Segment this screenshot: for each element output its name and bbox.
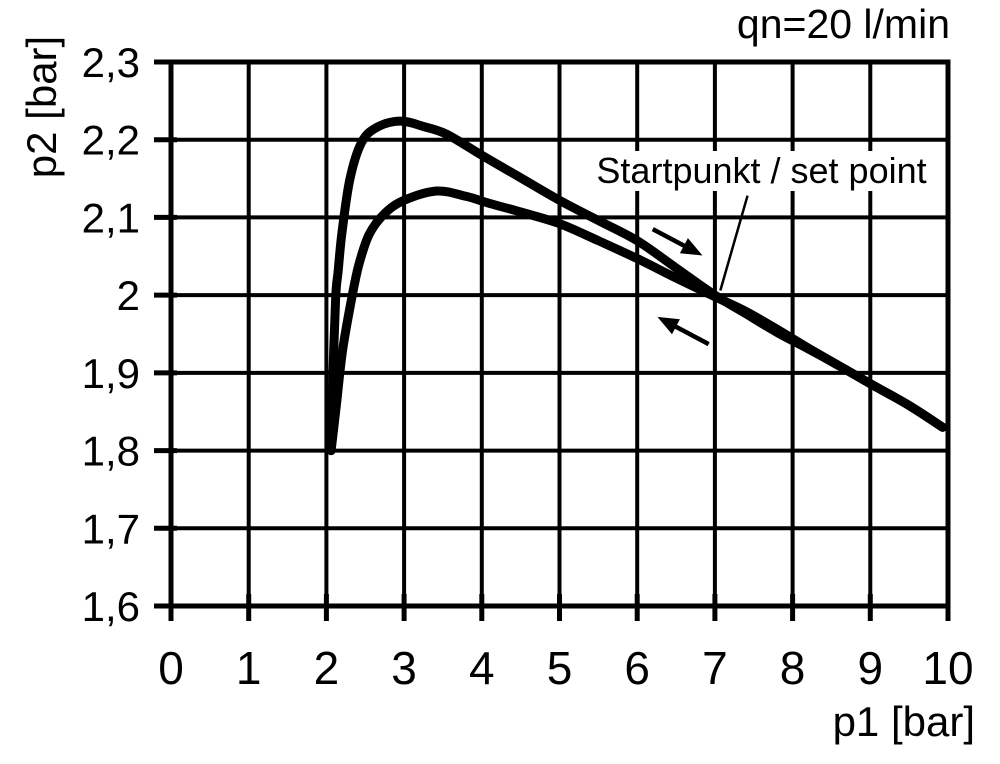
return-direction-arrow-head <box>657 316 680 335</box>
x-tick-label: 3 <box>391 642 417 694</box>
x-tick-label: 6 <box>624 642 650 694</box>
flow-rate-label: qn=20 l/min <box>736 1 950 47</box>
x-tick-label: 8 <box>780 642 806 694</box>
y-tick-label: 2,1 <box>82 194 140 241</box>
y-tick-label: 1,8 <box>82 428 140 475</box>
y-axis-label: p2 [bar] <box>18 35 65 179</box>
x-axis-label: p1 [bar] <box>832 698 975 745</box>
forward-direction-arrow-shaft <box>651 227 689 250</box>
y-tick-label: 2 <box>117 272 140 319</box>
x-tick-label: 7 <box>702 642 728 694</box>
return-direction-arrow-shaft <box>671 322 710 347</box>
y-tick-label: 2,3 <box>82 39 140 86</box>
x-tick-label: 2 <box>314 642 340 694</box>
annotation-pointer-line <box>719 195 749 291</box>
x-tick-label: 1 <box>236 642 262 694</box>
x-tick-label: 4 <box>469 642 495 694</box>
forward-direction-arrow-head <box>679 238 703 256</box>
y-tick-label: 1,6 <box>82 583 140 630</box>
y-tick-label: 2,2 <box>82 117 140 164</box>
x-tick-label: 9 <box>858 642 884 694</box>
x-tick-label: 5 <box>547 642 573 694</box>
y-tick-label: 1,7 <box>82 505 140 552</box>
y-tick-label: 1,9 <box>82 350 140 397</box>
set-point-annotation: Startpunkt / set point <box>589 150 934 191</box>
x-tick-label: 0 <box>158 642 184 694</box>
curve-return-lower <box>326 186 948 456</box>
x-tick-label: 10 <box>922 642 973 694</box>
